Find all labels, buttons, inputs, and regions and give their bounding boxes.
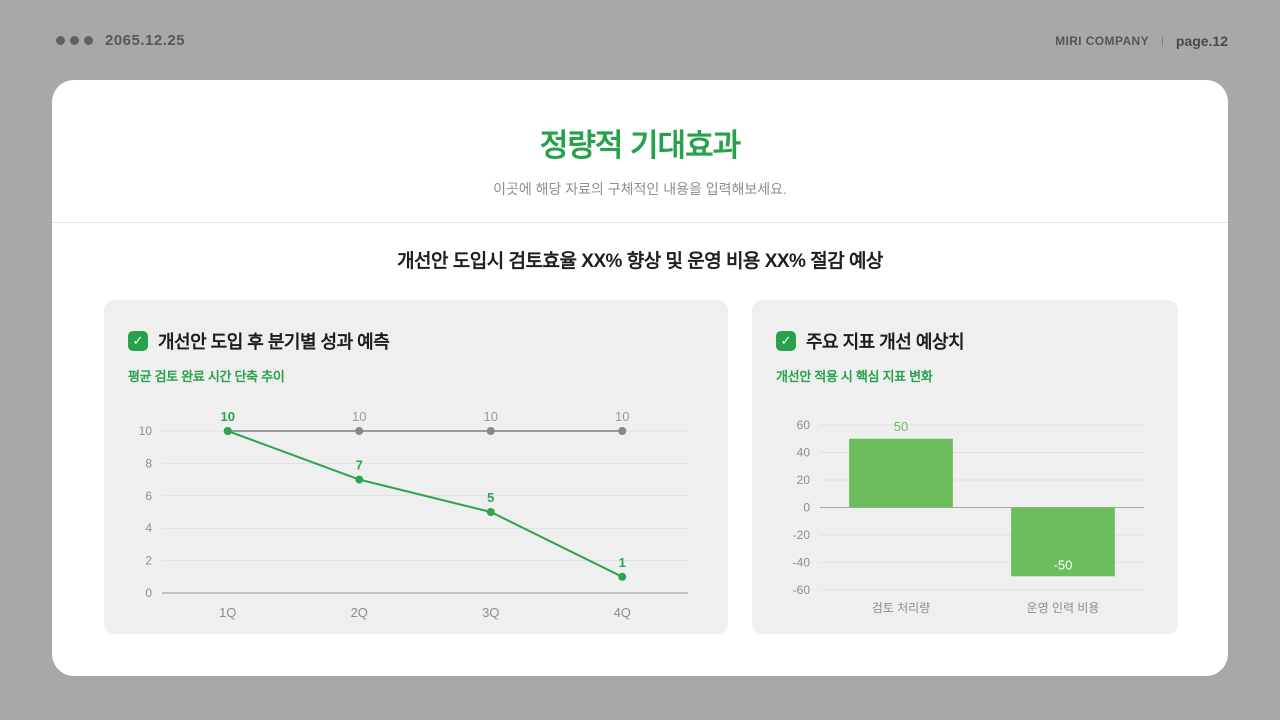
quarterly-forecast-panel: ✓ 개선안 도입 후 분기별 성과 예측 평균 검토 완료 시간 단축 추이 0… — [104, 300, 728, 634]
dot-icon — [70, 36, 79, 45]
svg-text:2: 2 — [145, 554, 152, 568]
slide-subtitle: 이곳에 해당 자료의 구체적인 내용을 입력해보세요. — [493, 181, 787, 197]
check-icon: ✓ — [776, 331, 796, 351]
slide-title: 정량적 기대효과 — [539, 128, 741, 163]
svg-text:8: 8 — [145, 456, 152, 470]
svg-text:1Q: 1Q — [219, 605, 236, 620]
svg-text:5: 5 — [487, 490, 494, 505]
svg-text:-60: -60 — [793, 583, 811, 597]
panel-header: ✓ 개선안 도입 후 분기별 성과 예측 — [128, 328, 704, 354]
panel-title: 개선안 도입 후 분기별 성과 예측 — [158, 332, 390, 352]
svg-text:4Q: 4Q — [614, 605, 631, 620]
key-metrics-panel: ✓ 주요 지표 개선 예상치 개선안 적용 시 핵심 지표 변화 60 40 20 0… — [752, 300, 1178, 634]
svg-text:20: 20 — [797, 473, 811, 487]
panel-header: ✓ 주요 지표 개선 예상치 — [776, 328, 1154, 354]
slide-card: 정량적 기대효과 이곳에 해당 자료의 구체적인 내용을 입력해보세요. 개선안… — [52, 80, 1228, 676]
svg-text:-20: -20 — [793, 528, 811, 542]
svg-text:-40: -40 — [793, 556, 811, 570]
date-text: 2065.12.25 — [105, 32, 186, 49]
svg-text:7: 7 — [356, 458, 363, 473]
check-icon: ✓ — [128, 331, 148, 351]
divider-line — [52, 222, 1228, 223]
panel-subtitle: 평균 검토 완료 시간 단축 추이 — [128, 369, 285, 384]
separator: | — [1161, 34, 1164, 47]
svg-text:3Q: 3Q — [482, 605, 499, 620]
svg-text:10: 10 — [484, 409, 498, 424]
key-statement: 개선안 도입시 검토효율 XX% 향상 및 운영 비용 XX% 절감 예상 — [397, 251, 883, 272]
dot-icon — [84, 36, 93, 45]
top-bar: 2065.12.25 MIRI COMPANY | page.12 — [56, 32, 1228, 49]
svg-text:-50: -50 — [1054, 557, 1073, 572]
metrics-bar-chart: 60 40 20 0 -20 -40 -60 50 검토 처리량 -50 운영 인력 비용 — [793, 418, 1144, 615]
svg-text:검토 처리량: 검토 처리량 — [872, 601, 931, 615]
svg-text:10: 10 — [221, 409, 235, 424]
svg-text:운영 인력 비용: 운영 인력 비용 — [1027, 601, 1100, 615]
svg-text:1: 1 — [619, 555, 626, 570]
panel-subtitle: 개선안 적용 시 핵심 지표 변화 — [776, 369, 933, 384]
page-number: page.12 — [1175, 32, 1228, 49]
svg-text:10: 10 — [352, 409, 366, 424]
svg-text:50: 50 — [894, 419, 908, 434]
svg-text:4: 4 — [145, 521, 152, 535]
svg-text:0: 0 — [803, 501, 810, 515]
svg-text:6: 6 — [145, 489, 152, 503]
top-bar-right: MIRI COMPANY | page.12 — [1055, 33, 1228, 49]
decorative-dots — [56, 36, 93, 45]
svg-text:10: 10 — [615, 409, 629, 424]
svg-text:2Q: 2Q — [351, 605, 368, 620]
svg-text:40: 40 — [797, 446, 811, 460]
top-bar-left: 2065.12.25 — [56, 32, 185, 49]
svg-text:10: 10 — [221, 409, 235, 424]
svg-text:60: 60 — [797, 418, 811, 432]
svg-text:0: 0 — [145, 586, 152, 600]
svg-text:10: 10 — [139, 424, 153, 438]
panel-title: 주요 지표 개선 예상치 — [806, 332, 965, 352]
dot-icon — [56, 36, 65, 45]
company-name: MIRI COMPANY — [1055, 33, 1149, 48]
